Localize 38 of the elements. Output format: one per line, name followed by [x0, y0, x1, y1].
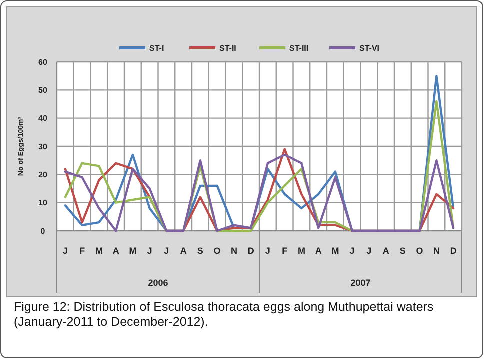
x-tick-label: F — [282, 246, 288, 256]
x-tick-label: N — [230, 246, 238, 256]
text: 2006 — [148, 278, 168, 288]
x-tick-label: M — [332, 246, 340, 256]
y-tick-label: 20 — [38, 170, 48, 180]
x-tick-label: J — [164, 246, 170, 256]
legend-label: ST-III — [290, 44, 309, 53]
x-tick-label: J — [366, 246, 372, 256]
x-tick-label: D — [450, 246, 458, 256]
y-tick-label: 0 — [40, 226, 46, 236]
x-tick-label: S — [197, 246, 204, 256]
y-tick-label: 50 — [38, 86, 48, 95]
x-tick-label: D — [248, 246, 255, 256]
caption: Figure 12: Distribution of Esculosa thoracata eggs along Muthupettai waters (January-2011 to December-2012). — [14, 300, 435, 330]
y-tick-label: 40 — [38, 114, 48, 124]
x-tick-label: A — [180, 246, 188, 256]
y-tick-label: 10 — [38, 198, 48, 208]
x-tick-label: O — [416, 246, 424, 256]
x-tick-label: J — [147, 246, 152, 256]
x-tick-label: N — [433, 246, 440, 256]
x-tick-label: M — [129, 246, 137, 256]
x-tick-label: A — [315, 246, 322, 256]
x-tick-label: M — [95, 246, 103, 256]
x-tick-label: O — [214, 246, 221, 256]
legend-label: ST-II — [220, 44, 236, 53]
x-tick-label: S — [400, 246, 406, 256]
x-tick-label: J — [350, 246, 355, 256]
text: 2007 — [350, 278, 371, 288]
x-tick-label: M — [298, 246, 306, 256]
x-tick-label: A — [112, 246, 120, 256]
legend-label: ST-I — [150, 44, 164, 53]
x-tick-label: J — [265, 246, 270, 256]
legend-label: ST-VI — [360, 44, 380, 53]
y-tick-label: 60 — [38, 58, 48, 67]
x-tick-label: A — [382, 246, 390, 256]
y-tick-label: 30 — [38, 142, 48, 152]
x-tick-label: J — [62, 246, 68, 256]
x-tick-label: F — [80, 246, 86, 256]
